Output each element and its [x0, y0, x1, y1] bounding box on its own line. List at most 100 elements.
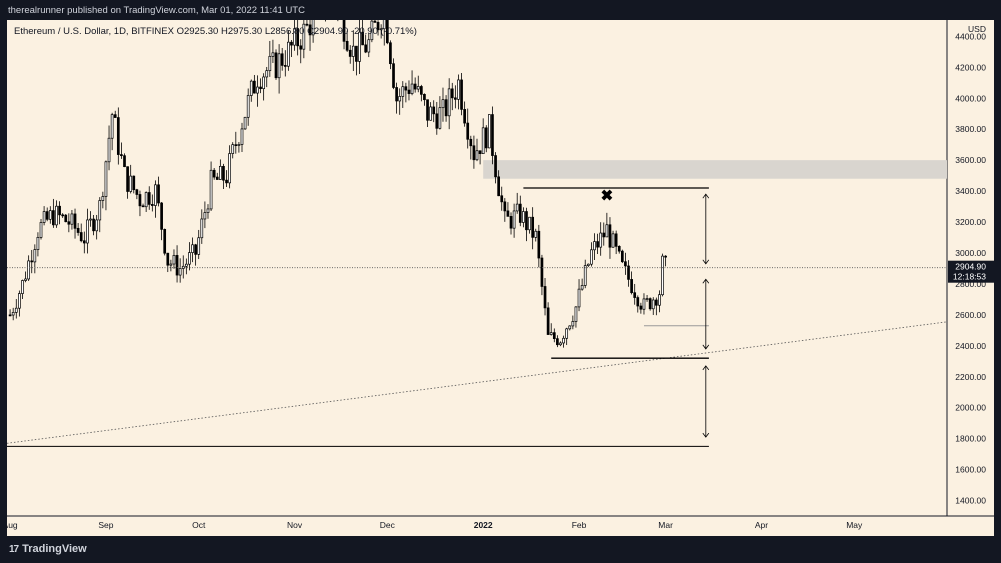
- candle-body: [95, 219, 99, 232]
- candle-body: [574, 306, 578, 322]
- candle-body: [89, 218, 92, 221]
- countdown-label: 12:18:53: [953, 272, 986, 282]
- candle-body: [426, 99, 429, 121]
- candle-body: [583, 265, 587, 286]
- candle-body: [636, 297, 640, 307]
- candle-body: [373, 20, 377, 23]
- candle-body: [559, 342, 562, 346]
- candle-body: [203, 212, 207, 220]
- candle-body: [654, 299, 658, 306]
- candle-body: [308, 24, 312, 36]
- candle-body: [419, 86, 423, 95]
- candle-body: [86, 219, 89, 244]
- candle-body: [101, 196, 105, 201]
- candle-body: [212, 169, 216, 178]
- x-marker: ✖: [601, 188, 614, 205]
- candle-body: [144, 192, 148, 208]
- candle-body: [599, 232, 603, 248]
- candle-body: [113, 114, 117, 118]
- price-tick-label: 4400.00: [955, 31, 986, 41]
- candle-body: [169, 263, 173, 266]
- candle-body: [274, 52, 278, 79]
- candle-body: [441, 99, 445, 109]
- candle-body: [491, 114, 494, 156]
- candle-body: [586, 263, 590, 266]
- trendline: [7, 321, 948, 444]
- symbol-legend: Ethereum / U.S. Dollar, 1D, BITFINEX O29…: [14, 26, 417, 37]
- candle-body: [27, 260, 30, 280]
- candle-body: [602, 232, 606, 238]
- candle-body: [42, 211, 46, 223]
- candle-body: [268, 55, 272, 72]
- chart-area[interactable]: ✖ 4400.00 4200.00 4000.00 3800.00 3600.00 3400…: [7, 20, 994, 536]
- candle-body: [509, 216, 513, 229]
- candle-body: [568, 325, 572, 330]
- candle-body: [200, 218, 204, 239]
- candle-body: [58, 205, 61, 216]
- candle-body: [389, 42, 392, 65]
- candle-body: [605, 224, 609, 238]
- currency-label: USD: [968, 24, 986, 34]
- candle-body: [271, 52, 275, 57]
- candle-body: [206, 208, 210, 213]
- candle-body: [525, 211, 528, 231]
- publisher-bar: therealrunner published on TradingView.c…: [0, 0, 1001, 20]
- candle-body: [265, 70, 269, 78]
- price-chart[interactable]: ✖ 4400.00 4200.00 4000.00 3800.00 3600.00 3400…: [7, 20, 994, 536]
- candle-body: [481, 127, 485, 154]
- candle-body: [11, 312, 15, 316]
- candle-body: [237, 144, 241, 146]
- candle-body: [580, 285, 584, 290]
- time-tick-label: Feb: [572, 520, 587, 530]
- candle-body: [240, 128, 244, 145]
- candle-body: [311, 20, 315, 36]
- candle-body: [157, 184, 160, 204]
- candle-body: [382, 20, 386, 30]
- price-tick-label: 1400.00: [955, 496, 986, 506]
- candle-body: [398, 96, 402, 102]
- price-tick-label: 4200.00: [955, 62, 986, 72]
- candle-body: [184, 263, 188, 267]
- candle-body: [147, 192, 151, 205]
- candle-body: [633, 292, 637, 298]
- candle-body: [611, 233, 615, 248]
- candle-body: [463, 109, 466, 124]
- tradingview-logo-text: TradingView: [22, 543, 87, 555]
- candle-body: [614, 233, 618, 247]
- candle-body: [543, 286, 547, 309]
- candle-body: [14, 307, 18, 313]
- candle-body: [55, 205, 58, 226]
- projection-arrow-head-up-1: [702, 193, 710, 199]
- candle-body: [342, 20, 346, 42]
- candles: [8, 20, 667, 348]
- candle-body: [537, 230, 541, 259]
- candle-body: [277, 53, 281, 79]
- candle-body: [407, 89, 411, 94]
- candle-body: [497, 176, 500, 197]
- candle-body: [249, 80, 253, 96]
- candle-body: [76, 227, 80, 233]
- candle-body: [661, 255, 664, 296]
- candle-body: [104, 161, 108, 197]
- candle-body: [549, 332, 553, 335]
- candle-body: [132, 175, 136, 191]
- candle-body: [48, 210, 52, 220]
- candle-body: [191, 244, 194, 253]
- candle-body: [429, 106, 432, 121]
- candle-body: [256, 86, 259, 94]
- candle-body: [590, 249, 593, 265]
- candle-body: [110, 114, 114, 139]
- candle-body: [469, 138, 473, 147]
- price-tick-label: 2800.00: [955, 279, 986, 289]
- candle-body: [484, 127, 488, 149]
- candle-body: [540, 257, 544, 287]
- candle-body: [163, 229, 167, 254]
- tradingview-logo[interactable]: 17 TradingView: [9, 543, 87, 555]
- candle-body: [416, 86, 420, 90]
- candle-body: [432, 106, 436, 115]
- candle-body: [123, 155, 126, 168]
- candle-body: [385, 20, 389, 44]
- price-tick-label: 2000.00: [955, 403, 986, 413]
- candle-body: [194, 244, 197, 255]
- last-price-label: 2904.90: [955, 262, 986, 272]
